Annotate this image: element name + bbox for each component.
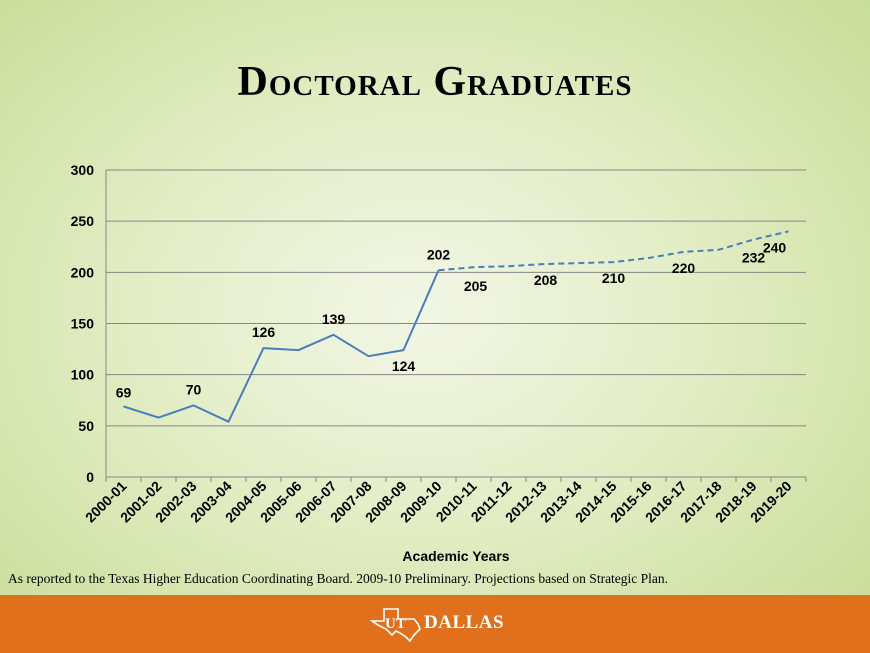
gridlines <box>105 169 807 482</box>
data-label: 126 <box>252 324 276 340</box>
y-tick-label: 150 <box>71 316 95 332</box>
logo-mark: UT <box>385 616 406 632</box>
x-tick-labels: 2000-012001-022002-032003-042004-052005-… <box>82 478 795 526</box>
y-tick-label: 100 <box>71 367 95 383</box>
data-label: 69 <box>116 384 132 400</box>
texas-logo-icon: UT <box>370 608 421 643</box>
y-tick-label: 200 <box>71 264 95 280</box>
data-label: 232 <box>742 250 766 266</box>
data-label: 202 <box>427 246 451 262</box>
series-line-dashed <box>438 230 789 272</box>
y-tick-label: 50 <box>78 418 94 434</box>
data-label: 210 <box>602 270 626 286</box>
data-label: 220 <box>672 260 696 276</box>
line-chart: 0 50 100 150 200 250 300 2000-012001-022002-03… <box>71 162 807 564</box>
y-tick-labels: 0 50 100 150 200 250 300 <box>71 162 95 485</box>
data-label: 240 <box>763 239 787 255</box>
data-label: 139 <box>322 311 346 327</box>
y-tick-label: 250 <box>71 213 95 229</box>
series-line-solid <box>123 269 440 423</box>
y-tick-label: 300 <box>71 162 95 178</box>
logo-text: DALLAS <box>424 612 505 633</box>
x-axis-title: Academic Years <box>402 548 509 564</box>
chart-title: Doctoral Graduates <box>237 59 633 105</box>
footnote: As reported to the Texas Higher Educatio… <box>8 571 669 586</box>
footer-bar <box>0 595 870 653</box>
data-label: 208 <box>534 272 558 288</box>
data-label: 70 <box>186 381 202 397</box>
data-label: 205 <box>464 278 488 294</box>
y-tick-label: 0 <box>86 469 94 485</box>
data-label: 124 <box>392 358 416 374</box>
series-lines <box>123 230 789 423</box>
